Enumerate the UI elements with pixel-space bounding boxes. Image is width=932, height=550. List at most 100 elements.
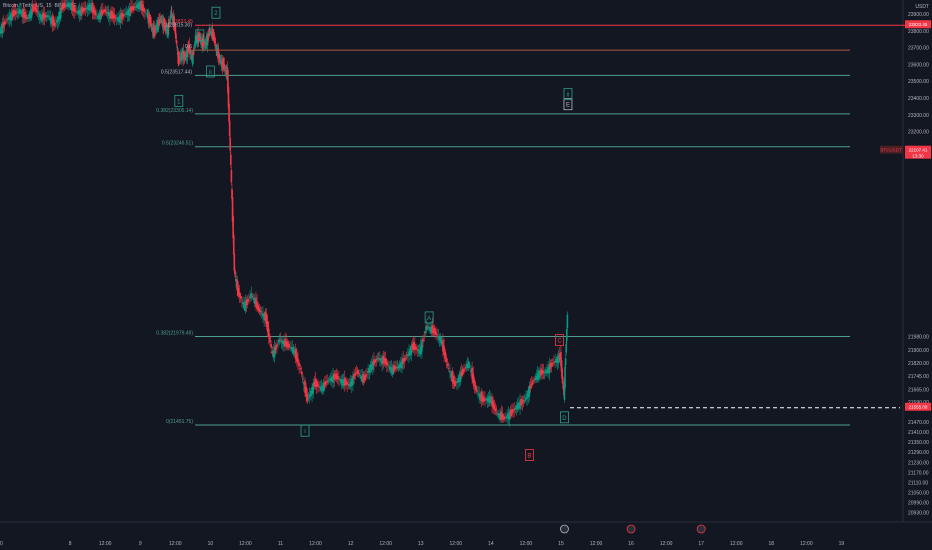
- candle-body: [342, 379, 345, 387]
- candle-body: [481, 395, 484, 402]
- wave-label-box[interactable]: [560, 411, 569, 424]
- candle-body: [37, 13, 40, 14]
- candle-body: [56, 19, 59, 23]
- candle-body: [433, 328, 436, 335]
- wave-label-box[interactable]: [555, 334, 564, 346]
- candle-body: [493, 404, 496, 410]
- candle-body: [258, 308, 261, 312]
- candle-body: [352, 375, 354, 386]
- candle-body: [207, 33, 210, 37]
- candle-body: [466, 364, 469, 369]
- candle-body: [536, 373, 539, 380]
- candle-body: [325, 381, 327, 385]
- candle-body: [483, 397, 485, 402]
- level-label: 0.382(23305.14): [156, 108, 193, 114]
- wave-label-box[interactable]: [174, 94, 184, 107]
- currency-label: USDT: [915, 4, 929, 10]
- y-tick-label: 21350.00: [908, 440, 929, 446]
- wave-label-box[interactable]: [205, 65, 215, 78]
- candle-body: [267, 328, 270, 338]
- candle-body: [500, 411, 503, 420]
- candle-body: [260, 312, 263, 314]
- candle-body: [164, 25, 167, 29]
- wave-label-box[interactable]: [563, 98, 573, 111]
- candle-body: [279, 339, 282, 341]
- candle-body: [514, 408, 517, 410]
- candle-body: [256, 301, 258, 309]
- candle-body: [207, 34, 209, 40]
- x-tick-label: 12:00: [450, 541, 463, 547]
- candle-body: [445, 357, 448, 363]
- candle-body: [549, 362, 552, 369]
- candle-body: [370, 363, 373, 370]
- candle-body: [453, 380, 456, 386]
- candle-body: [331, 376, 333, 382]
- candle-body: [275, 345, 277, 351]
- candle-body: [539, 370, 541, 378]
- wave-label-box[interactable]: [424, 311, 434, 324]
- price-badge-value: 23833.45: [909, 22, 928, 27]
- candle-body: [206, 35, 209, 46]
- candle-body: [142, 7, 145, 12]
- y-tick-label: 23800.00: [908, 29, 929, 35]
- candle-body: [353, 373, 355, 379]
- candle-body: [137, 3, 139, 9]
- candle-body: [565, 343, 568, 353]
- candle-body: [265, 313, 268, 327]
- candle-body: [213, 32, 215, 41]
- candle-body: [388, 366, 390, 368]
- candle-body: [88, 4, 90, 11]
- candle-body: [564, 358, 567, 365]
- candle-body: [109, 12, 111, 19]
- candle-body: [278, 339, 281, 343]
- candle-body: [227, 69, 229, 93]
- candle-body: [223, 64, 226, 69]
- candle-body: [189, 51, 192, 54]
- event-marker-icon[interactable]: [696, 524, 706, 534]
- candle-body: [125, 13, 128, 15]
- candle-body: [58, 11, 61, 20]
- interval-label[interactable]: 15: [45, 3, 52, 9]
- candle-body: [234, 275, 237, 277]
- y-tick-label: 23200.00: [908, 130, 929, 136]
- price-badge: [905, 20, 931, 29]
- event-marker-icon[interactable]: [560, 524, 569, 534]
- candle-body: [75, 10, 77, 13]
- candle-body: [301, 378, 304, 379]
- candle-body: [544, 370, 547, 374]
- candle-body: [297, 358, 299, 365]
- candle-body: [416, 348, 419, 350]
- event-marker-icon[interactable]: [626, 524, 636, 534]
- candle-body: [242, 301, 244, 305]
- wave-label-box[interactable]: [211, 6, 221, 19]
- candle-body: [135, 4, 138, 9]
- wave-label-box[interactable]: [195, 29, 205, 42]
- candle-body: [319, 386, 322, 389]
- wave-label-box[interactable]: [563, 88, 573, 101]
- candle-body: [287, 344, 290, 348]
- candle-body: [86, 6, 89, 10]
- y-tick-label: 21290.00: [908, 450, 929, 456]
- candle-body: [389, 366, 392, 371]
- candle-body: [127, 9, 130, 16]
- candle-body: [412, 341, 415, 351]
- candle-body: [209, 30, 212, 32]
- candle-body: [188, 44, 191, 52]
- x-tick-label: 13: [418, 541, 424, 547]
- price-badge-symbol-text: BTCUSDT: [880, 148, 902, 153]
- candle-body: [78, 9, 81, 15]
- candle-body: [120, 12, 123, 20]
- candle-body: [249, 296, 251, 299]
- candle-body: [218, 54, 220, 59]
- candle-body: [112, 13, 115, 19]
- y-tick-label: 21900.00: [908, 348, 929, 354]
- candle-body: [562, 384, 565, 390]
- y-tick-label: 21230.00: [908, 460, 929, 466]
- candle-body: [114, 17, 117, 19]
- wave-label-box[interactable]: [525, 449, 534, 461]
- candle-body: [69, 3, 71, 8]
- candle-body: [565, 329, 568, 341]
- wave-label-box[interactable]: [300, 424, 310, 437]
- candle-body: [405, 356, 408, 358]
